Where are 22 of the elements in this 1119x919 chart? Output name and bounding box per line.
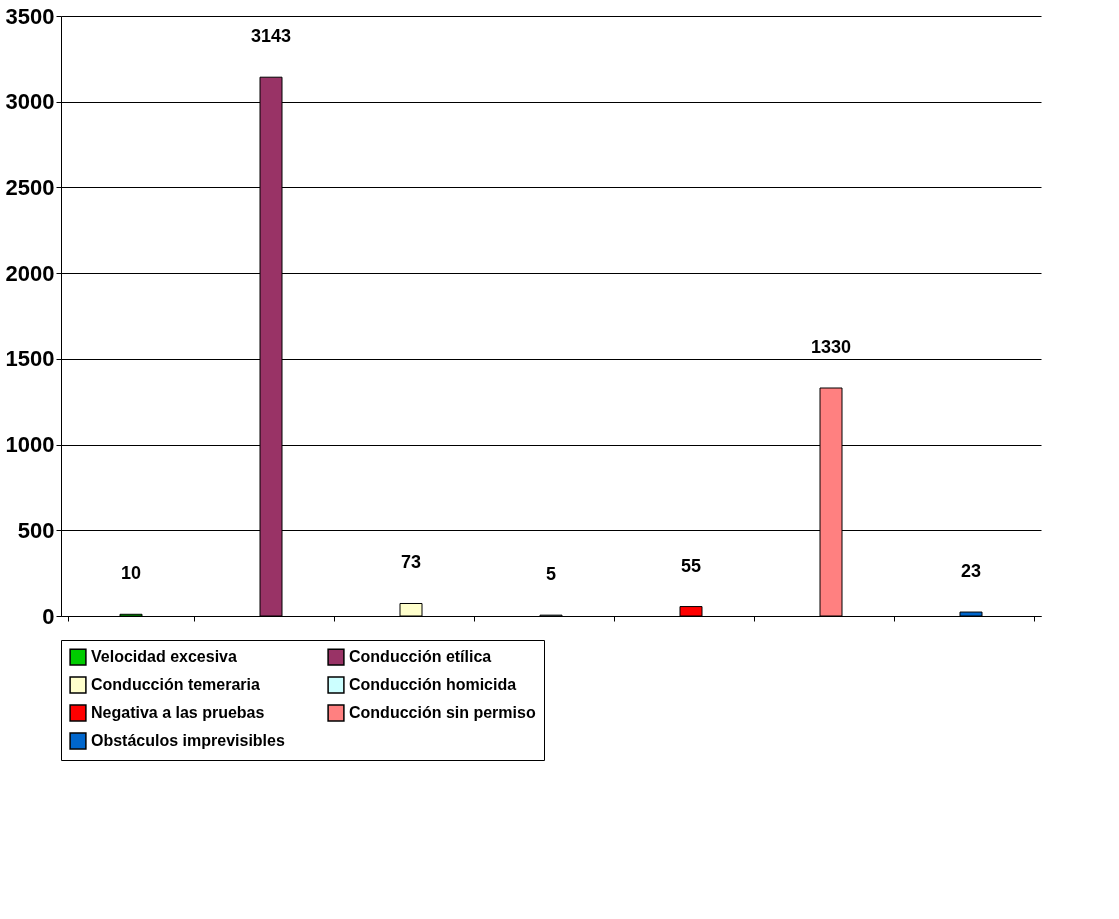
y-tick-label: 1500 xyxy=(5,346,55,372)
legend-label: Conducción temeraria xyxy=(91,676,261,693)
y-tick-label: 2000 xyxy=(5,260,55,286)
data-label: 23 xyxy=(960,561,982,582)
y-tick-label: 3500 xyxy=(5,3,55,29)
legend-label: Conducción etílica xyxy=(349,648,492,666)
data-label: 3143 xyxy=(250,26,292,47)
legend-label: Negativa a las pruebas xyxy=(91,704,265,721)
legend-label: Obstáculos imprevisibles xyxy=(91,732,285,749)
data-label: 55 xyxy=(680,555,702,576)
legend-label: Conducción homicida xyxy=(349,676,517,693)
y-tick-label: 3000 xyxy=(5,89,55,115)
data-label: 1330 xyxy=(810,337,852,357)
y-tick-label: 0 xyxy=(42,603,55,629)
legend-label: Conducción sin permiso xyxy=(349,704,536,721)
data-label: 10 xyxy=(120,563,142,584)
data-label: 73 xyxy=(400,552,422,573)
y-tick-label: 1000 xyxy=(5,432,55,458)
y-tick-label: 500 xyxy=(17,517,55,543)
y-tick-label: 2500 xyxy=(5,174,55,200)
legend-label: Velocidad excesiva xyxy=(91,648,237,666)
data-label: 5 xyxy=(545,564,557,585)
